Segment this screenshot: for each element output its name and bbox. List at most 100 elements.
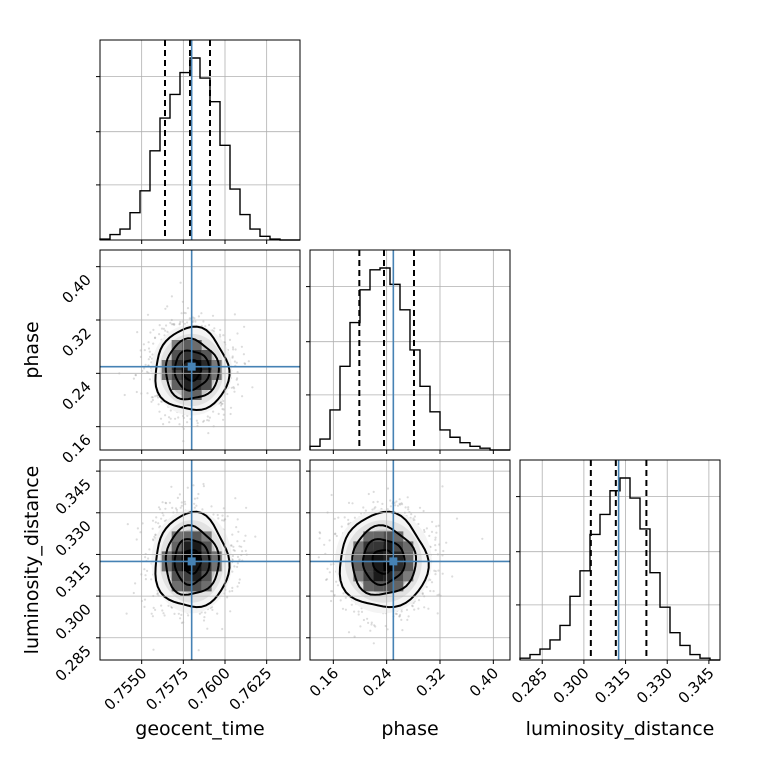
sample-point bbox=[150, 400, 153, 403]
density-cell bbox=[363, 541, 374, 552]
density-cell bbox=[171, 360, 182, 370]
sample-point bbox=[328, 539, 331, 542]
sample-point bbox=[422, 509, 425, 513]
sample-point bbox=[330, 599, 333, 603]
sample-point bbox=[174, 507, 178, 510]
sample-point bbox=[333, 533, 337, 536]
sample-point bbox=[232, 386, 235, 389]
sample-point bbox=[178, 493, 181, 496]
sample-point bbox=[143, 349, 146, 352]
sample-point bbox=[451, 575, 454, 578]
sample-point bbox=[410, 513, 413, 516]
sample-point bbox=[175, 508, 178, 511]
sample-point bbox=[445, 541, 448, 544]
density-cell bbox=[191, 360, 202, 370]
sample-point bbox=[429, 545, 432, 549]
sample-point bbox=[136, 527, 139, 530]
sample-point bbox=[152, 648, 155, 651]
sample-point bbox=[212, 513, 215, 516]
density-cell bbox=[211, 360, 222, 370]
sample-point bbox=[202, 619, 206, 622]
sample-point bbox=[158, 526, 161, 529]
sample-point bbox=[236, 371, 239, 374]
sample-point bbox=[396, 504, 400, 507]
sample-point bbox=[372, 642, 375, 645]
density-cell bbox=[383, 581, 394, 592]
y-tick-label-phase: 0.16 bbox=[58, 431, 94, 467]
sample-point bbox=[206, 627, 209, 630]
sample-point bbox=[180, 504, 183, 507]
sample-point bbox=[362, 618, 365, 622]
sample-point bbox=[154, 395, 157, 398]
sample-point bbox=[360, 610, 364, 614]
sample-point bbox=[154, 608, 157, 612]
sample-point bbox=[165, 324, 168, 327]
sample-point bbox=[164, 414, 167, 417]
sample-point bbox=[216, 612, 219, 615]
sample-point bbox=[222, 408, 225, 411]
sample-point bbox=[210, 505, 213, 508]
sample-point bbox=[180, 501, 183, 504]
sample-point bbox=[236, 585, 239, 588]
sample-point bbox=[123, 393, 126, 397]
x-tick-label-geocent-time: 0.7550 bbox=[101, 664, 151, 714]
sample-point bbox=[160, 517, 163, 520]
sample-point bbox=[235, 526, 238, 529]
panel-frame bbox=[519, 459, 721, 661]
sample-point bbox=[146, 370, 149, 373]
sample-point bbox=[219, 328, 222, 332]
sample-point bbox=[172, 323, 175, 326]
sample-point bbox=[202, 320, 205, 323]
density-cell bbox=[363, 561, 374, 572]
sample-point bbox=[222, 413, 225, 416]
sample-point bbox=[221, 514, 224, 517]
x-tick-label-phase: 0.40 bbox=[466, 664, 502, 700]
sample-point bbox=[149, 331, 152, 334]
sample-point bbox=[179, 320, 182, 324]
density-cell bbox=[403, 551, 414, 562]
sample-point bbox=[183, 322, 186, 325]
sample-point bbox=[234, 497, 237, 500]
sample-point bbox=[244, 549, 247, 553]
density-cell bbox=[191, 551, 202, 562]
sample-point bbox=[159, 508, 162, 511]
sample-point bbox=[231, 586, 234, 590]
sample-point bbox=[150, 396, 153, 399]
sample-point bbox=[150, 612, 153, 615]
sample-point bbox=[226, 392, 229, 396]
sample-point bbox=[153, 336, 157, 340]
density-cell bbox=[383, 551, 394, 562]
density-cell bbox=[393, 531, 404, 542]
sample-point bbox=[195, 504, 198, 507]
sample-point bbox=[434, 544, 437, 547]
sample-point bbox=[156, 396, 160, 399]
x-tick-label-phase: 0.16 bbox=[306, 664, 342, 700]
sample-point bbox=[148, 350, 151, 353]
density-cell bbox=[181, 390, 192, 400]
sample-point bbox=[152, 539, 155, 542]
sample-point bbox=[336, 584, 340, 587]
density-cell bbox=[181, 340, 192, 350]
y-axis-label-luminosity-distance: luminosity_distance bbox=[21, 466, 43, 655]
sample-point bbox=[229, 406, 233, 409]
sample-point bbox=[236, 383, 240, 386]
sample-point bbox=[157, 506, 161, 509]
sample-point bbox=[238, 545, 241, 548]
sample-point bbox=[177, 612, 180, 615]
x-tick-label-luminosity-distance: 0.300 bbox=[550, 664, 593, 707]
sample-point bbox=[164, 507, 167, 510]
density-cell bbox=[373, 571, 384, 582]
sample-point bbox=[220, 402, 223, 405]
sample-point bbox=[240, 345, 243, 348]
sample-point bbox=[132, 377, 135, 380]
sample-point bbox=[343, 516, 346, 519]
sample-point bbox=[325, 578, 328, 582]
sample-point bbox=[186, 421, 189, 424]
sample-point bbox=[423, 606, 426, 609]
x-axis-label-phase: phase bbox=[381, 718, 438, 740]
histogram-step-geocent-time bbox=[99, 57, 300, 241]
truth-marker bbox=[389, 557, 398, 566]
sample-point bbox=[208, 416, 211, 419]
density-cell bbox=[181, 561, 192, 572]
